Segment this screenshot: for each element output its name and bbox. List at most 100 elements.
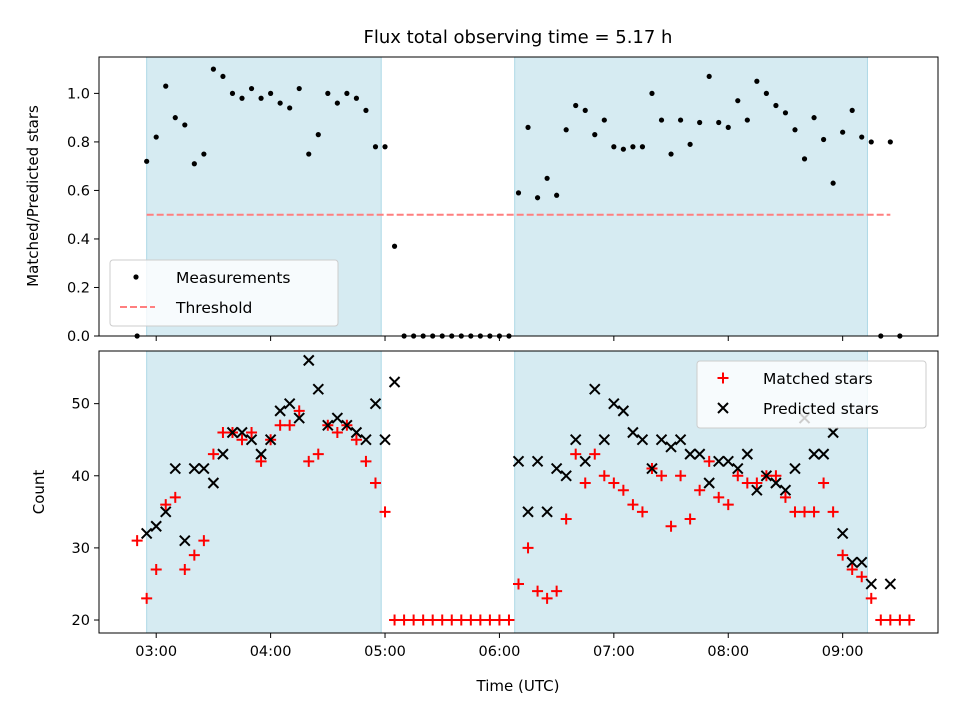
- legend: Measurements Threshold: [109, 259, 339, 327]
- predicted-star-point: [808, 448, 820, 460]
- matched-star-point: [455, 614, 467, 626]
- measurement-point: [620, 146, 626, 152]
- predicted-star-point: [274, 405, 286, 417]
- matched-star-point: [636, 506, 648, 518]
- matched-star-point: [608, 477, 620, 489]
- y-tick-label: 0.6: [67, 183, 90, 199]
- predicted-star-point: [226, 426, 239, 439]
- predicted-star-point: [140, 527, 153, 540]
- measurement-point: [334, 100, 340, 106]
- predicted-star-point: [856, 556, 868, 569]
- matched-star-point: [627, 499, 639, 511]
- measurement-point: [811, 115, 817, 121]
- measurement-point: [144, 158, 150, 164]
- matched-star-point: [818, 477, 830, 489]
- y-tick-label: 20: [72, 613, 90, 629]
- measurement-point: [706, 73, 712, 80]
- measurement-point: [268, 90, 274, 96]
- x-tick-label: 04:00: [250, 644, 292, 660]
- matched-star-point: [303, 455, 315, 467]
- predicted-star-point: [817, 448, 830, 460]
- predicted-star-point: [846, 556, 858, 569]
- measurement-point: [887, 139, 893, 145]
- top-y-axis-label: Matched/Predicted stars: [24, 105, 42, 287]
- predicted-star-point: [779, 484, 792, 496]
- matched-star-point: [274, 419, 286, 431]
- measurement-point: [391, 243, 398, 249]
- measurement-point: [820, 136, 827, 143]
- predicted-star-point: [836, 527, 849, 540]
- predicted-star-point: [264, 434, 277, 446]
- matched-star-point: [694, 484, 706, 496]
- matched-star-point: [865, 592, 877, 604]
- measurement-point: [639, 144, 646, 150]
- predicted-star-point: [379, 434, 391, 446]
- matched-star-point: [379, 506, 391, 518]
- measurement-point: [716, 119, 722, 126]
- y-tick-label: 0.4: [67, 232, 90, 248]
- legend-handle-predicted: [717, 402, 729, 414]
- series-predicted-stars: [140, 354, 897, 590]
- matched-star-point: [293, 405, 305, 417]
- series-measurements: [134, 66, 903, 339]
- predicted-star-point: [579, 455, 591, 468]
- matched-star-point: [284, 419, 296, 431]
- predicted-star-point: [789, 462, 801, 475]
- measurement-point: [592, 132, 598, 138]
- matched-star-point: [713, 491, 725, 503]
- matched-star-point: [503, 614, 515, 626]
- measurement-point: [573, 102, 579, 109]
- measurement-point: [649, 90, 655, 96]
- measurement-point: [363, 107, 369, 113]
- predicted-star-point: [331, 412, 344, 424]
- predicted-star-point: [674, 434, 687, 446]
- measurement-point: [554, 192, 560, 198]
- measurement-point: [191, 161, 197, 167]
- matched-star-point: [589, 448, 601, 460]
- matched-star-point: [751, 477, 763, 489]
- measurement-point: [744, 117, 750, 123]
- measurement-point: [239, 95, 245, 101]
- measurement-point: [840, 129, 846, 135]
- plot-area: [134, 56, 903, 339]
- measurement-point: [534, 195, 541, 201]
- matched-star-point: [522, 542, 534, 554]
- measurement-point: [792, 127, 798, 133]
- legend-entry-label: Matched stars: [763, 370, 873, 388]
- matched-star-point: [198, 535, 210, 547]
- series-matched-stars: [131, 405, 915, 626]
- predicted-star-point: [865, 578, 877, 590]
- x-tick-label: 06:00: [479, 644, 521, 660]
- measurement-point: [287, 105, 293, 111]
- legend-box: [109, 259, 339, 327]
- measurement-point: [306, 151, 312, 157]
- matched-star-point: [884, 614, 896, 626]
- y-tick-label: 30: [72, 541, 90, 557]
- matched-star-point: [837, 549, 849, 561]
- predicted-star-point: [293, 412, 305, 424]
- predicted-star-point: [322, 419, 334, 431]
- y-tick-label: 50: [72, 397, 90, 413]
- measurement-point: [372, 144, 379, 150]
- measurement-point: [515, 190, 522, 196]
- measurement-point: [210, 66, 217, 72]
- predicted-star-point: [665, 441, 677, 453]
- legend-handle-matched: [717, 372, 729, 384]
- measurement-point: [220, 73, 226, 80]
- predicted-star-point: [198, 462, 210, 475]
- matched-star-point: [560, 513, 572, 525]
- predicted-star-point: [560, 470, 572, 482]
- measurement-point: [382, 144, 388, 150]
- matched-star-point: [570, 448, 582, 460]
- matched-star-point: [532, 585, 544, 597]
- matched-star-point: [789, 506, 801, 518]
- predicted-star-point: [283, 397, 296, 410]
- measurement-point: [315, 132, 321, 138]
- matched-star-point: [827, 506, 839, 518]
- predicted-star-point: [522, 506, 534, 518]
- matched-star-point: [722, 499, 734, 511]
- predicted-star-point: [655, 434, 668, 446]
- matched-star-point: [312, 448, 324, 460]
- measurement-point: [277, 100, 283, 106]
- observing-interval-shade: [146, 350, 382, 634]
